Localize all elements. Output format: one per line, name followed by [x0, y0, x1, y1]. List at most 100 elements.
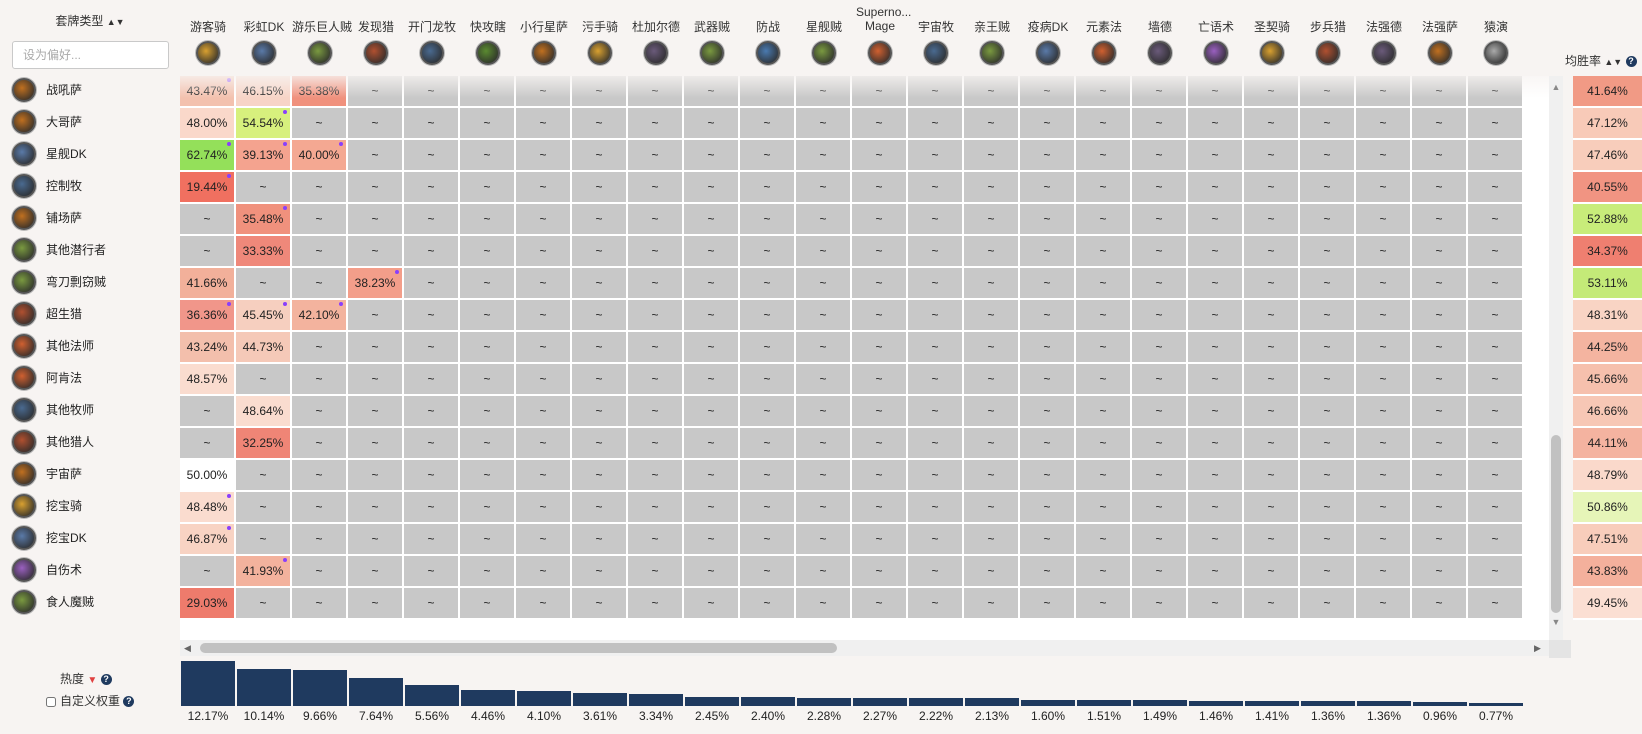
matchup-cell[interactable]: ~ — [460, 204, 516, 236]
matchup-cell[interactable]: ~ — [404, 524, 460, 556]
matchup-cell[interactable]: ~ — [572, 76, 628, 108]
matchup-cell[interactable]: ~ — [572, 556, 628, 588]
matchup-cell[interactable]: ~ — [348, 460, 404, 492]
custom-weight-toggle[interactable]: 自定义权重 ? — [46, 692, 135, 709]
matchup-cell[interactable]: ~ — [908, 172, 964, 204]
matchup-cell[interactable]: ~ — [1412, 236, 1468, 268]
matchup-cell[interactable]: ~ — [1020, 204, 1076, 236]
column-header[interactable]: 亲王贼 — [964, 0, 1020, 72]
matchup-cell[interactable]: ~ — [1356, 172, 1412, 204]
matchup-cell[interactable]: ~ — [180, 396, 236, 428]
scroll-right-arrow-icon[interactable]: ▶ — [1534, 643, 1541, 653]
matchup-cell[interactable]: ~ — [1244, 492, 1300, 524]
matchup-cell[interactable]: ~ — [908, 268, 964, 300]
matchup-cell[interactable]: ~ — [628, 428, 684, 460]
matchup-cell[interactable]: ~ — [516, 76, 572, 108]
matchup-cell[interactable]: ~ — [460, 76, 516, 108]
matchup-cell[interactable]: ~ — [1412, 140, 1468, 172]
matchup-cell[interactable]: ~ — [740, 492, 796, 524]
matchup-cell[interactable]: ~ — [1468, 428, 1524, 460]
matchup-cell[interactable]: ~ — [292, 236, 348, 268]
matchup-cell[interactable]: ~ — [852, 108, 908, 140]
matchup-cell[interactable]: ~ — [964, 396, 1020, 428]
matchup-cell[interactable]: ~ — [1132, 204, 1188, 236]
matchup-cell[interactable]: ~ — [236, 268, 292, 300]
matchup-cell[interactable]: ~ — [1244, 300, 1300, 332]
matchup-cell[interactable]: ~ — [516, 524, 572, 556]
column-header[interactable]: 星舰贼 — [796, 0, 852, 72]
matchup-cell[interactable]: ~ — [1020, 396, 1076, 428]
matchup-cell[interactable]: ~ — [1076, 204, 1132, 236]
matchup-cell[interactable]: ~ — [1188, 492, 1244, 524]
matchup-cell[interactable]: ~ — [1020, 300, 1076, 332]
matchup-cell[interactable]: ~ — [348, 396, 404, 428]
matchup-cell[interactable]: ~ — [516, 588, 572, 620]
row-label[interactable]: 超生猎 — [12, 298, 177, 330]
matchup-cell[interactable]: ~ — [684, 332, 740, 364]
matchup-cell[interactable]: ~ — [908, 332, 964, 364]
matchup-cell[interactable]: ~ — [684, 140, 740, 172]
matchup-cell[interactable]: ~ — [180, 428, 236, 460]
matchup-cell[interactable]: ~ — [348, 204, 404, 236]
matchup-cell[interactable]: ~ — [348, 76, 404, 108]
matchup-cell[interactable]: ~ — [1300, 556, 1356, 588]
matchup-cell[interactable]: ~ — [1020, 364, 1076, 396]
matchup-cell[interactable]: ~ — [292, 492, 348, 524]
matchup-cell[interactable]: ~ — [1020, 492, 1076, 524]
matchup-cell[interactable]: ~ — [628, 236, 684, 268]
matchup-cell[interactable]: ~ — [516, 172, 572, 204]
matchup-cell[interactable]: ~ — [796, 556, 852, 588]
matchup-cell[interactable]: ~ — [852, 172, 908, 204]
matchup-cell[interactable]: ~ — [1132, 556, 1188, 588]
matchup-cell[interactable]: ~ — [404, 460, 460, 492]
matchup-cell[interactable]: ~ — [1468, 172, 1524, 204]
matchup-cell[interactable]: ~ — [1412, 460, 1468, 492]
matchup-cell[interactable]: ~ — [1076, 556, 1132, 588]
matchup-cell[interactable]: ~ — [908, 236, 964, 268]
matchup-cell[interactable]: ~ — [1468, 204, 1524, 236]
matchup-cell[interactable]: ~ — [628, 300, 684, 332]
matchup-cell[interactable]: ~ — [684, 396, 740, 428]
matchup-cell[interactable]: 42.10% — [292, 300, 348, 332]
matchup-cell[interactable]: ~ — [1412, 428, 1468, 460]
matchup-cell[interactable]: ~ — [572, 140, 628, 172]
matchup-cell[interactable]: 32.25% — [236, 428, 292, 460]
column-header[interactable]: 小行星萨 — [516, 0, 572, 72]
matchup-cell[interactable]: ~ — [1300, 332, 1356, 364]
matchup-cell[interactable]: ~ — [1020, 556, 1076, 588]
matchup-cell[interactable]: ~ — [1188, 204, 1244, 236]
matchup-cell[interactable]: ~ — [516, 204, 572, 236]
matchup-cell[interactable]: ~ — [460, 460, 516, 492]
matchup-cell[interactable]: ~ — [964, 76, 1020, 108]
matchup-cell[interactable]: ~ — [1132, 300, 1188, 332]
matchup-cell[interactable]: ~ — [572, 364, 628, 396]
matchup-cell[interactable]: 46.87% — [180, 524, 236, 556]
matchup-cell[interactable]: ~ — [1188, 172, 1244, 204]
matchup-cell[interactable]: ~ — [1020, 268, 1076, 300]
matchup-cell[interactable]: ~ — [460, 108, 516, 140]
matchup-cell[interactable]: ~ — [516, 140, 572, 172]
matchup-cell[interactable]: ~ — [1076, 76, 1132, 108]
matchup-cell[interactable]: ~ — [1020, 108, 1076, 140]
matchup-cell[interactable]: ~ — [1468, 140, 1524, 172]
matchup-cell[interactable]: ~ — [628, 76, 684, 108]
matchup-cell[interactable]: ~ — [572, 588, 628, 620]
matchup-cell[interactable]: ~ — [1412, 524, 1468, 556]
matchup-cell[interactable]: ~ — [1300, 236, 1356, 268]
matchup-cell[interactable]: ~ — [684, 588, 740, 620]
matchup-cell[interactable]: ~ — [1300, 524, 1356, 556]
matchup-cell[interactable]: ~ — [1188, 268, 1244, 300]
matchup-cell[interactable]: ~ — [796, 492, 852, 524]
matchup-cell[interactable]: ~ — [852, 460, 908, 492]
row-label[interactable]: 挖宝骑 — [12, 490, 177, 522]
matchup-cell[interactable]: ~ — [1300, 300, 1356, 332]
matchup-cell[interactable]: ~ — [516, 236, 572, 268]
matchup-cell[interactable]: ~ — [1076, 428, 1132, 460]
matchup-cell[interactable]: ~ — [1412, 332, 1468, 364]
column-header[interactable]: 武器贼 — [684, 0, 740, 72]
matchup-cell[interactable]: ~ — [1412, 204, 1468, 236]
matchup-cell[interactable]: ~ — [572, 396, 628, 428]
matchup-cell[interactable]: ~ — [964, 588, 1020, 620]
matchup-cell[interactable]: ~ — [516, 268, 572, 300]
custom-weight-checkbox[interactable] — [46, 696, 56, 707]
